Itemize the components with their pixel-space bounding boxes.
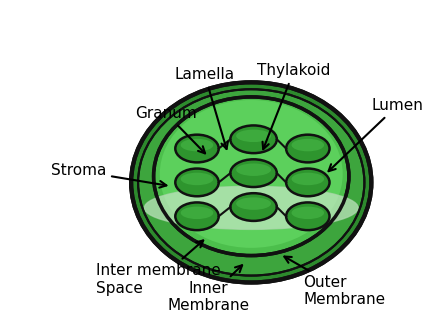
Ellipse shape (181, 173, 213, 185)
Ellipse shape (236, 164, 271, 176)
Text: Inner
Membrane: Inner Membrane (168, 265, 250, 313)
Ellipse shape (292, 206, 324, 219)
Ellipse shape (160, 100, 343, 248)
Ellipse shape (230, 193, 277, 221)
Ellipse shape (236, 197, 271, 210)
Text: Thylakoid: Thylakoid (257, 64, 331, 149)
Text: Lumen: Lumen (329, 98, 423, 171)
Ellipse shape (286, 135, 329, 163)
Ellipse shape (175, 168, 219, 196)
Ellipse shape (286, 168, 329, 196)
Text: Stroma: Stroma (51, 164, 166, 187)
Ellipse shape (181, 206, 213, 219)
Ellipse shape (154, 97, 349, 255)
Ellipse shape (138, 89, 364, 276)
Ellipse shape (292, 173, 324, 185)
Text: Inter membrane
Space: Inter membrane Space (96, 240, 221, 296)
Ellipse shape (236, 130, 271, 142)
Ellipse shape (131, 82, 372, 282)
Ellipse shape (181, 139, 213, 151)
Ellipse shape (175, 202, 219, 230)
Ellipse shape (230, 159, 277, 187)
Ellipse shape (144, 186, 358, 229)
Ellipse shape (286, 202, 329, 230)
Ellipse shape (175, 135, 219, 163)
Text: Lamella: Lamella (175, 67, 235, 149)
Text: Outer
Membrane: Outer Membrane (284, 256, 385, 307)
Text: Granum: Granum (135, 106, 205, 153)
Ellipse shape (292, 139, 324, 151)
Ellipse shape (230, 126, 277, 153)
